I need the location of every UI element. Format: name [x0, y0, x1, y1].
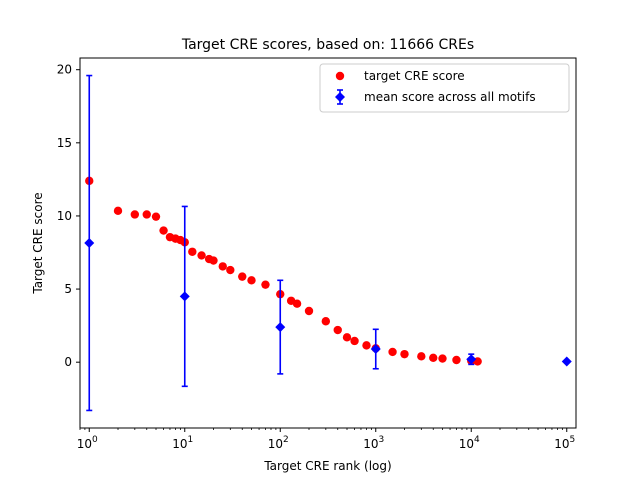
target-score-point — [226, 265, 235, 275]
target-score-point — [218, 262, 227, 271]
y-tick-label: 5 — [64, 282, 72, 296]
mean-score-point — [561, 356, 572, 367]
x-tick-label: 105 — [554, 435, 575, 451]
legend-marker-mean — [335, 92, 345, 102]
target-score-point — [388, 347, 397, 357]
chart-title: Target CRE scores, based on: 11666 CREs — [181, 37, 474, 53]
target-score-point — [261, 280, 270, 289]
mean-score-point — [370, 344, 381, 355]
target-score-point — [238, 272, 247, 281]
x-tick-label: 101 — [172, 435, 193, 451]
x-tick-label: 100 — [77, 435, 98, 451]
y-tick-label: 20 — [57, 63, 72, 77]
target-score-point — [292, 299, 302, 308]
target-score-point — [417, 352, 426, 361]
target-score-point — [452, 355, 461, 365]
y-tick-label: 10 — [57, 209, 72, 223]
legend: target CRE score mean score across all mo… — [319, 63, 570, 113]
target-score-point — [247, 276, 256, 285]
target-score-point — [333, 325, 342, 335]
target-score-point — [209, 256, 218, 265]
target-score-point — [130, 210, 140, 219]
target-score-point — [159, 226, 168, 235]
x-tick-label: 102 — [268, 435, 289, 451]
target-score-point — [362, 341, 371, 350]
x-axis-label: Target CRE rank (log) — [263, 459, 391, 473]
y-axis-label: Target CRE score — [31, 192, 45, 294]
legend-box — [319, 63, 570, 113]
x-tick-label: 103 — [363, 435, 384, 451]
y-tick-label: 0 — [64, 355, 72, 369]
target-score-point — [197, 251, 206, 260]
plot-border — [79, 57, 577, 429]
target-score-point — [142, 210, 151, 219]
target-score-point — [429, 353, 438, 363]
target-score-point — [113, 206, 123, 216]
plot-area — [80, 58, 576, 428]
mean-score-point — [84, 238, 95, 248]
axis-ticks: 100 101 102 103 104 105 0 5 10 15 20 — [57, 63, 576, 451]
target-score-point — [438, 354, 447, 363]
x-tick-label: 104 — [459, 435, 480, 451]
legend-marker-target — [335, 71, 345, 81]
target-score-point — [400, 349, 409, 359]
mean-score-point — [275, 322, 286, 333]
legend-label-mean: mean score across all motifs — [364, 90, 536, 104]
target-score-point — [342, 333, 352, 342]
mean-score-point — [179, 291, 190, 302]
mean-score-point — [466, 354, 477, 365]
target-score-point — [151, 212, 161, 221]
target-score-point — [188, 247, 197, 256]
y-tick-label: 15 — [57, 136, 72, 150]
target-score-point — [304, 306, 314, 316]
target-score-point — [350, 336, 359, 346]
target-score-point — [321, 317, 331, 326]
data-layer — [84, 74, 572, 412]
legend-label-target: target CRE score — [364, 69, 465, 83]
